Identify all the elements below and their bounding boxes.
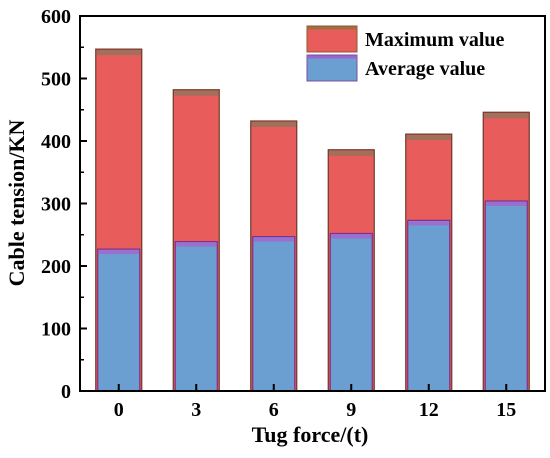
bar-average-cap-0	[98, 250, 139, 255]
bar-average-15	[484, 200, 528, 392]
bar-maximum-cap-3	[174, 90, 219, 96]
bar-average-cap-15	[486, 202, 527, 206]
bar-average-9	[329, 232, 373, 392]
x-tick-label-3: 3	[191, 399, 201, 421]
x-tick-label-6: 6	[269, 399, 279, 421]
y-tick-label-0: 0	[61, 381, 71, 403]
bar-average-cap-12	[408, 221, 449, 226]
legend-swatch-maximum	[306, 25, 358, 53]
bar-average-6	[252, 236, 296, 392]
bar-maximum-cap-6	[251, 122, 296, 127]
x-tick-label-9: 9	[346, 399, 356, 421]
y-tick-label-200: 200	[41, 256, 71, 278]
y-tick-label-300: 300	[41, 194, 71, 216]
y-tick-label-500: 500	[41, 69, 71, 91]
bar-average-cap-3	[176, 242, 217, 247]
bar-maximum-cap-15	[484, 113, 529, 119]
x-tick-label-15: 15	[496, 399, 516, 421]
bar-average-12	[407, 219, 451, 392]
x-tick-label-0: 0	[114, 399, 124, 421]
bar-average-cap-6	[253, 237, 294, 242]
y-tick-label-400: 400	[41, 131, 71, 153]
y-tick-label-100: 100	[41, 319, 71, 341]
y-axis-title: Cable tension/KN	[4, 119, 29, 286]
bar-maximum-cap-9	[329, 150, 374, 156]
legend-swatch-average	[306, 54, 358, 82]
legend: Maximum value Average value	[306, 25, 505, 82]
legend-label-maximum: Maximum value	[365, 29, 505, 51]
y-tick-label-600: 600	[41, 6, 71, 28]
bar-average-0	[97, 248, 141, 392]
bar-average-3	[174, 241, 218, 392]
bar-maximum-cap-12	[406, 135, 451, 141]
x-tick-label-12: 12	[419, 399, 439, 421]
x-axis-title: Tug force/(t)	[252, 422, 369, 447]
bar-average-cap-9	[331, 234, 372, 239]
bar-maximum-cap-0	[96, 50, 141, 56]
legend-label-average: Average value	[365, 58, 485, 80]
